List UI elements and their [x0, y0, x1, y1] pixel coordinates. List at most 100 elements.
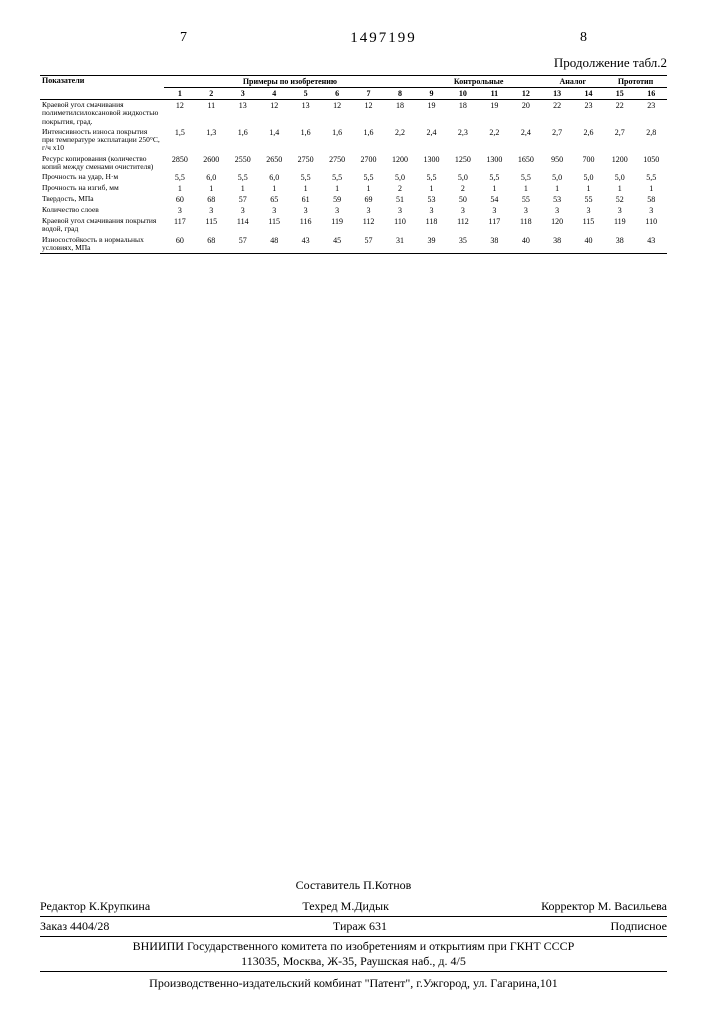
footer-techred: Техред М.Дидык [302, 899, 389, 914]
row-label: Износостойкость в нормальных условиях, М… [40, 235, 164, 254]
data-cell: 22 [604, 100, 635, 127]
data-cell: 2 [447, 183, 478, 194]
col-number: 13 [542, 88, 573, 100]
data-cell: 2700 [353, 154, 384, 173]
data-cell: 40 [573, 235, 604, 254]
data-cell: 3 [447, 205, 478, 216]
group-prototype: Прототип [604, 76, 667, 88]
data-cell: 3 [227, 205, 258, 216]
data-cell: 1,6 [227, 127, 258, 154]
data-cell: 18 [447, 100, 478, 127]
data-cell: 1,5 [164, 127, 195, 154]
data-cell: 5,5 [510, 172, 541, 183]
data-cell: 3 [258, 205, 289, 216]
data-cell: 2850 [164, 154, 195, 173]
row-label: Краевой угол смачивания покрытия водой, … [40, 216, 164, 235]
data-cell: 3 [196, 205, 227, 216]
col-number: 1 [164, 88, 195, 100]
col-number: 14 [573, 88, 604, 100]
data-cell: 35 [447, 235, 478, 254]
data-cell: 5,0 [573, 172, 604, 183]
data-cell: 116 [290, 216, 321, 235]
data-cell: 950 [542, 154, 573, 173]
data-cell: 2,6 [573, 127, 604, 154]
footer-corrector: Корректор М. Васильева [541, 899, 667, 914]
data-cell: 112 [353, 216, 384, 235]
data-cell: 1200 [604, 154, 635, 173]
page-left: 7 [180, 30, 187, 47]
data-cell: 38 [604, 235, 635, 254]
footer-subscription: Подписное [611, 919, 668, 934]
page-right: 8 [580, 30, 587, 47]
data-cell: 5,5 [416, 172, 447, 183]
footer-org2: Производственно-издательский комбинат "П… [40, 972, 667, 995]
data-cell: 53 [542, 194, 573, 205]
data-cell: 45 [321, 235, 352, 254]
header-numbers: 7 1497199 8 [40, 30, 667, 47]
data-cell: 13 [290, 100, 321, 127]
row-label: Краевой угол смачивания полиметилсилокса… [40, 100, 164, 127]
data-cell: 38 [479, 235, 510, 254]
footer-org1: ВНИИПИ Государственного комитета по изоб… [40, 937, 667, 972]
data-cell: 2 [384, 183, 415, 194]
data-cell: 1 [258, 183, 289, 194]
data-cell: 60 [164, 194, 195, 205]
col-number: 9 [416, 88, 447, 100]
table-row: Ресурс копирования (количество копий меж… [40, 154, 667, 173]
data-cell: 1650 [510, 154, 541, 173]
data-cell: 48 [258, 235, 289, 254]
data-cell: 11 [196, 100, 227, 127]
data-cell: 2,8 [636, 127, 667, 154]
data-cell: 2550 [227, 154, 258, 173]
data-cell: 1050 [636, 154, 667, 173]
data-cell: 5,0 [542, 172, 573, 183]
data-cell: 6,0 [258, 172, 289, 183]
data-cell: 22 [542, 100, 573, 127]
footer-compiler: Составитель П.Котнов [40, 874, 667, 897]
data-cell: 68 [196, 194, 227, 205]
col-number: 8 [384, 88, 415, 100]
data-cell: 68 [196, 235, 227, 254]
data-cell: 3 [353, 205, 384, 216]
footer-org1-name: ВНИИПИ Государственного комитета по изоб… [40, 939, 667, 954]
data-cell: 1300 [479, 154, 510, 173]
data-cell: 700 [573, 154, 604, 173]
data-table: Показатели Примеры по изобретению Контро… [40, 75, 667, 254]
data-cell: 1 [573, 183, 604, 194]
data-cell: 5,0 [384, 172, 415, 183]
data-cell: 112 [447, 216, 478, 235]
data-cell: 1 [636, 183, 667, 194]
col-number: 3 [227, 88, 258, 100]
row-label: Твердость, МПа [40, 194, 164, 205]
table-continuation: Продолжение табл.2 [40, 55, 667, 71]
data-cell: 5,0 [447, 172, 478, 183]
data-cell: 3 [164, 205, 195, 216]
data-cell: 5,5 [636, 172, 667, 183]
group-control: Контрольные [416, 76, 542, 88]
footer-order-line: Заказ 4404/28 Тираж 631 Подписное [40, 917, 667, 937]
data-cell: 65 [258, 194, 289, 205]
data-cell: 114 [227, 216, 258, 235]
footer-staff: Редактор К.Крупкина Техред М.Дидык Корре… [40, 897, 667, 917]
data-cell: 12 [164, 100, 195, 127]
data-cell: 43 [636, 235, 667, 254]
footer-org1-addr: 113035, Москва, Ж-35, Раушская наб., д. … [40, 954, 667, 969]
col-number: 10 [447, 88, 478, 100]
data-cell: 5,5 [479, 172, 510, 183]
data-cell: 1 [542, 183, 573, 194]
data-cell: 1,6 [290, 127, 321, 154]
data-cell: 3 [321, 205, 352, 216]
data-cell: 55 [510, 194, 541, 205]
data-cell: 3 [416, 205, 447, 216]
data-cell: 2,7 [604, 127, 635, 154]
data-cell: 19 [416, 100, 447, 127]
data-cell: 12 [321, 100, 352, 127]
data-cell: 1300 [416, 154, 447, 173]
data-cell: 1,4 [258, 127, 289, 154]
data-cell: 12 [258, 100, 289, 127]
table-body: Краевой угол смачивания полиметилсилокса… [40, 100, 667, 254]
data-cell: 1 [510, 183, 541, 194]
data-cell: 1 [164, 183, 195, 194]
data-cell: 2750 [321, 154, 352, 173]
data-cell: 31 [384, 235, 415, 254]
